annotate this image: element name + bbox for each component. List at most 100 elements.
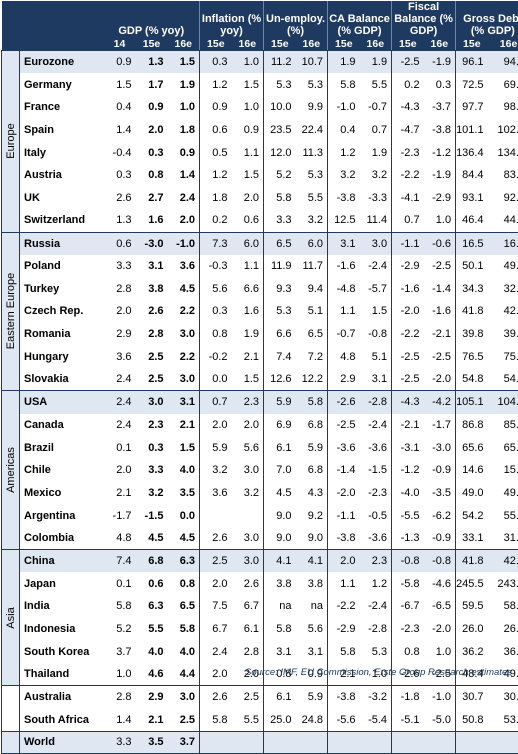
value-cell: 41.8 <box>456 300 488 323</box>
value-cell: 5.8 <box>168 618 200 641</box>
value-cell: -1.4 <box>328 459 360 482</box>
value-cell: 5.6 <box>296 618 328 641</box>
value-cell: 6.6 <box>264 323 296 346</box>
value-cell: 12.5 <box>328 209 360 232</box>
header-fiscal-balance: Fiscal Balance (% GDP) <box>392 1 456 37</box>
value-cell: 2.2 <box>168 345 200 368</box>
value-cell: 7.2 <box>296 345 328 368</box>
value-cell: 4.4 <box>168 663 200 686</box>
value-cell: 1.1 <box>232 255 264 278</box>
value-cell: 26.0 <box>488 618 518 641</box>
value-cell: -1.3 <box>392 527 424 550</box>
value-cell: -2.2 <box>328 595 360 618</box>
value-cell: 3.5 <box>168 482 200 505</box>
value-cell: 2.8 <box>104 686 136 709</box>
value-cell: 23.5 <box>264 119 296 142</box>
value-cell: 2.1 <box>136 708 168 731</box>
value-cell: -2.0 <box>424 618 456 641</box>
year-header: 16e <box>296 37 328 51</box>
value-cell: 4.5 <box>136 527 168 550</box>
value-cell: 5.9 <box>264 391 296 414</box>
value-cell: 3.1 <box>296 640 328 663</box>
value-cell: 24.8 <box>296 708 328 731</box>
value-cell: 65.6 <box>456 436 488 459</box>
country-name: Chile <box>20 459 104 482</box>
value-cell: 0.6 <box>232 209 264 232</box>
value-cell: 4.6 <box>136 663 168 686</box>
region-label: Asia <box>2 550 20 686</box>
header-unemployment: Un-employ. (%) <box>264 1 328 37</box>
value-cell: 2.0 <box>104 459 136 482</box>
value-cell: -5.0 <box>424 708 456 731</box>
value-cell <box>360 731 392 754</box>
value-cell: -0.2 <box>200 345 232 368</box>
value-cell: -3.3 <box>360 187 392 210</box>
value-cell: 0.2 <box>392 73 424 96</box>
value-cell: 6.7 <box>200 618 232 641</box>
country-name: World <box>20 731 104 754</box>
value-cell: 3.0 <box>232 459 264 482</box>
value-cell: 11.7 <box>296 255 328 278</box>
value-cell: 5.6 <box>200 277 232 300</box>
value-cell: -1.6 <box>328 255 360 278</box>
value-cell: 3.1 <box>136 255 168 278</box>
value-cell: 4.8 <box>328 345 360 368</box>
value-cell: 76.5 <box>456 345 488 368</box>
value-cell: -2.3 <box>392 141 424 164</box>
value-cell <box>296 731 328 754</box>
value-cell: -0.4 <box>104 141 136 164</box>
value-cell: -2.2 <box>392 164 424 187</box>
country-name: Colombia <box>20 527 104 550</box>
value-cell: -2.9 <box>328 618 360 641</box>
value-cell: 243.9 <box>488 572 518 595</box>
value-cell: -1.1 <box>328 504 360 527</box>
value-cell: 4.0 <box>168 459 200 482</box>
value-cell: 1.0 <box>168 96 200 119</box>
region-label-text: Eastern Europe <box>5 273 17 349</box>
value-cell: 3.1 <box>168 391 200 414</box>
value-cell: 58.5 <box>488 595 518 618</box>
value-cell: 11.4 <box>360 209 392 232</box>
value-cell: 10.7 <box>296 51 328 74</box>
value-cell: 9.9 <box>296 96 328 119</box>
value-cell: 2.9 <box>104 323 136 346</box>
value-cell: -3.6 <box>328 436 360 459</box>
value-cell: 2.5 <box>168 708 200 731</box>
value-cell: 94.7 <box>488 51 518 74</box>
value-cell: 0.8 <box>136 164 168 187</box>
country-name: Slovakia <box>20 368 104 391</box>
value-cell: 54.5 <box>488 368 518 391</box>
value-cell: 4.1 <box>296 550 328 573</box>
value-cell: 2.1 <box>232 345 264 368</box>
value-cell: 0.9 <box>168 141 200 164</box>
value-cell: 2.0 <box>328 550 360 573</box>
value-cell: -5.8 <box>392 572 424 595</box>
value-cell: 11.3 <box>296 141 328 164</box>
value-cell: -1.5 <box>360 459 392 482</box>
value-cell: -4.3 <box>392 96 424 119</box>
value-cell: 0.3 <box>136 141 168 164</box>
value-cell: -1.2 <box>424 141 456 164</box>
value-cell: -5.5 <box>392 504 424 527</box>
country-name: Turkey <box>20 277 104 300</box>
value-cell: 83.8 <box>488 164 518 187</box>
value-cell: 6.3 <box>136 595 168 618</box>
year-header: 15e <box>456 37 488 51</box>
value-cell: 1.0 <box>424 209 456 232</box>
value-cell: 5.5 <box>232 708 264 731</box>
value-cell: 0.0 <box>200 368 232 391</box>
value-cell <box>264 731 296 754</box>
value-cell: 2.5 <box>232 686 264 709</box>
value-cell: 12.0 <box>264 141 296 164</box>
value-cell: 0.0 <box>168 504 200 527</box>
value-cell: 0.5 <box>200 141 232 164</box>
value-cell: -2.3 <box>392 618 424 641</box>
value-cell: -3.6 <box>360 527 392 550</box>
value-cell: 1.1 <box>328 572 360 595</box>
